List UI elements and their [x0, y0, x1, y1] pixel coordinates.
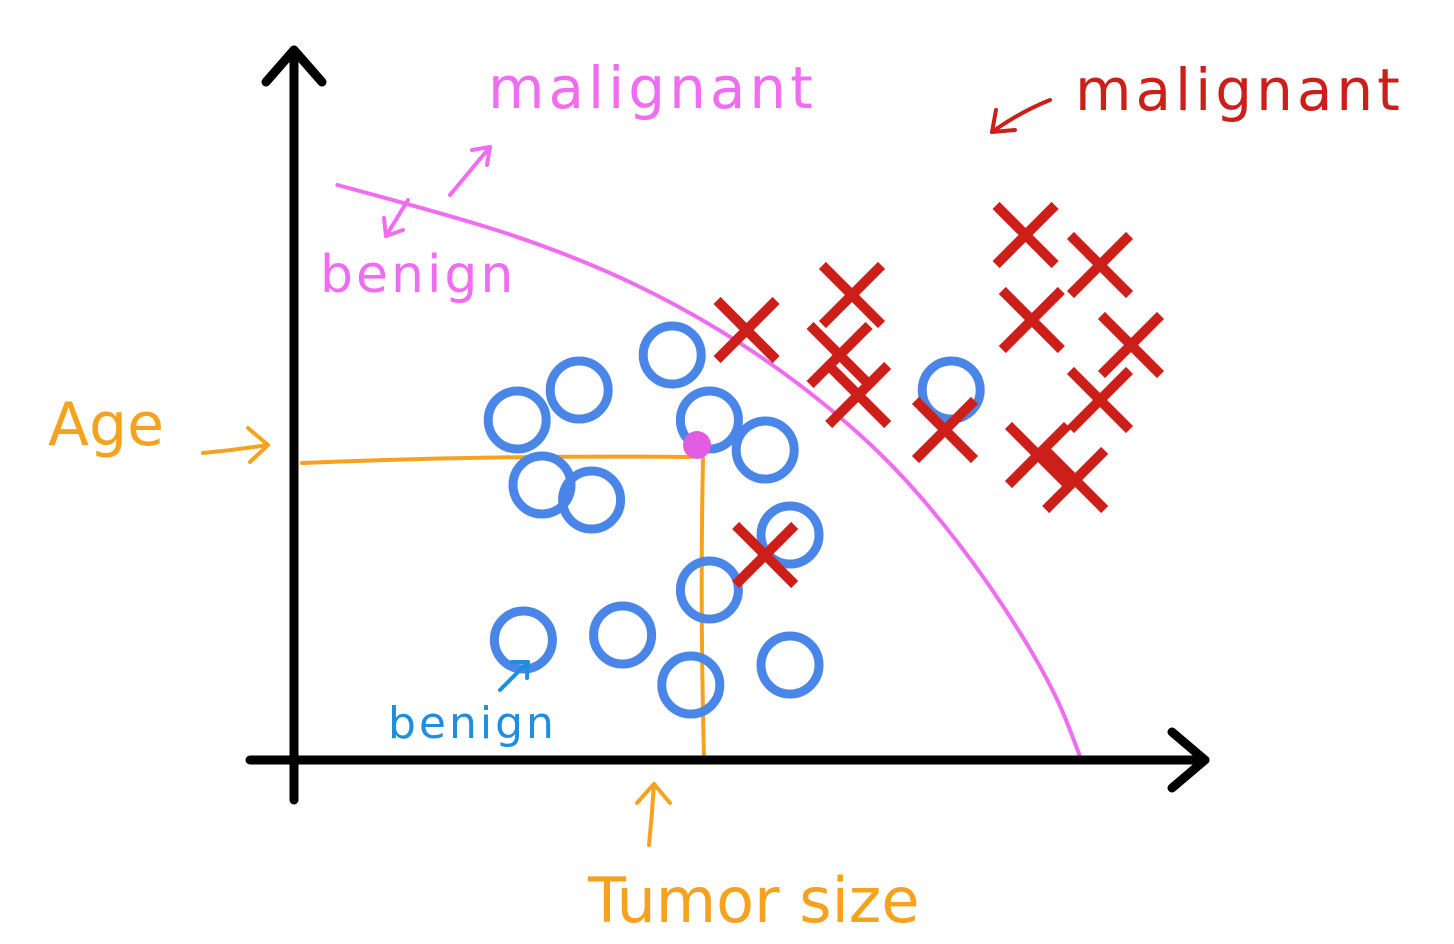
malignant-point-0: [713, 296, 780, 364]
malignant-point-7: [1097, 311, 1165, 379]
malignant-point-10: [1066, 366, 1134, 434]
benign-point-9: [589, 601, 657, 669]
down-arrow-icon: [384, 198, 410, 238]
age-guide-line: [300, 454, 693, 465]
malignant-point-9: [1004, 421, 1072, 489]
region-benign-label: benign: [320, 245, 516, 305]
benign-point-12: [756, 631, 824, 699]
region-malignant-label: malignant: [488, 54, 817, 122]
up-arrow-icon: [448, 145, 492, 197]
y-axis-label: Age: [48, 390, 164, 460]
axes-layer: [245, 45, 1210, 805]
benign-arrow-icon: [498, 660, 530, 692]
labels-layer: Age Tumor size malignant benign malignant ben…: [48, 54, 1404, 937]
malignant-point-3: [806, 321, 873, 389]
highlighted-point: [683, 431, 711, 459]
decision-boundary-curve: [335, 183, 1084, 762]
malignant-arrow-icon: [990, 98, 1052, 134]
malignant-point-11: [1042, 446, 1109, 514]
benign-point-2: [483, 386, 551, 454]
tumor-size-arrowhead-icon: [635, 782, 672, 805]
up-arrowhead-icon: [470, 145, 492, 167]
malignant-arrowhead-icon: [990, 108, 1017, 134]
malignant-point-2: [992, 201, 1059, 269]
x-axis-arrowhead: [1167, 727, 1210, 793]
malignant-point-5: [1066, 231, 1134, 299]
benign-point-0: [545, 356, 613, 424]
tumor-size-guide-line: [699, 457, 706, 760]
benign-point-10: [756, 501, 824, 569]
benign-point-5: [558, 466, 626, 534]
guide-lines-layer: [300, 454, 706, 760]
benign-point-7: [675, 556, 743, 624]
malignant-point-8: [911, 396, 979, 464]
benign-point-6: [731, 416, 799, 484]
age-arrowhead-icon: [246, 426, 270, 464]
x-axis-label: Tumor size: [587, 864, 920, 937]
y-axis-arrowhead: [261, 45, 327, 87]
cluster-benign-label: benign: [388, 698, 557, 749]
benign-point-1: [638, 321, 706, 389]
marks-layer: [483, 201, 1165, 719]
decision-boundary-layer: [335, 183, 1084, 762]
age-arrow-icon: [201, 443, 270, 455]
malignant-point-6: [825, 361, 892, 429]
malignant-point-12: [732, 521, 799, 589]
malignant-point-4: [998, 286, 1065, 354]
cluster-malignant-label: malignant: [1075, 56, 1404, 124]
benign-point-11: [657, 651, 725, 719]
down-arrowhead-icon: [382, 216, 405, 238]
benign-arrowhead-icon: [510, 660, 530, 680]
tumor-size-arrow-icon: [647, 782, 656, 847]
malignant-point-1: [818, 261, 886, 329]
